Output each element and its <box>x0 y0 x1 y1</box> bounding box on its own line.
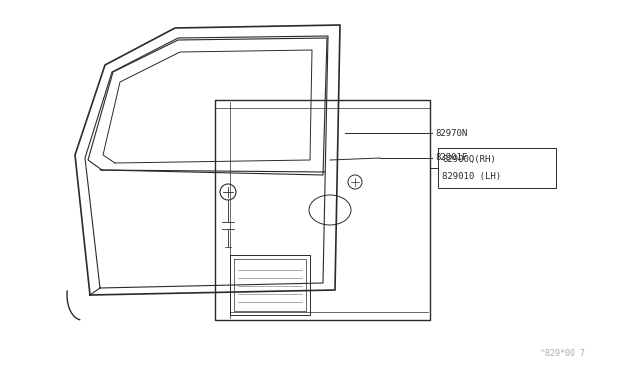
Text: 82970N: 82970N <box>435 128 467 138</box>
Text: 829010 (LH): 829010 (LH) <box>442 171 501 180</box>
Bar <box>438 148 556 188</box>
Text: 82901F: 82901F <box>435 154 467 163</box>
Text: ^829*00 7: ^829*00 7 <box>540 349 585 358</box>
Text: 82900Q(RH): 82900Q(RH) <box>442 154 496 164</box>
